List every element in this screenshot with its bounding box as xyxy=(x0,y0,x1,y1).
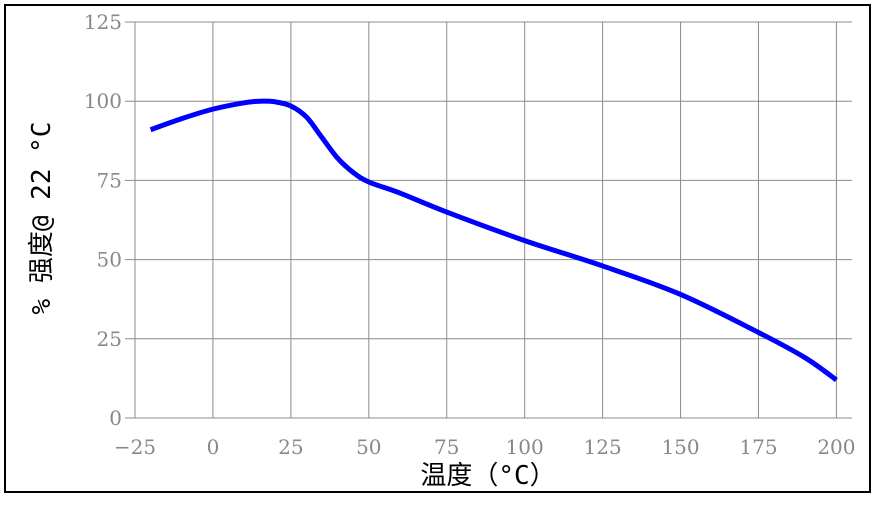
x-tick-label: 150 xyxy=(661,435,699,459)
series-line xyxy=(149,98,838,383)
series-layer xyxy=(149,98,838,383)
y-tick-label: 75 xyxy=(97,168,122,192)
x-tick-label: 0 xyxy=(207,435,220,459)
y-axis-title: % 强度@ 22 °C xyxy=(27,122,57,315)
x-axis-title: 温度（°C） xyxy=(420,461,555,491)
grid xyxy=(125,21,852,419)
x-tick-label: 25 xyxy=(278,435,303,459)
x-tick-label: 50 xyxy=(356,435,381,459)
x-tick-label: 75 xyxy=(434,435,459,459)
y-tick-label: 100 xyxy=(84,89,122,113)
x-tick-label: 125 xyxy=(584,435,622,459)
y-tick-label: 0 xyxy=(109,406,122,430)
tick-labels: −25 0 25 50 75 100 125 150 175 200 0 25 50 75 100 125 xyxy=(84,10,856,459)
x-tick-label: 100 xyxy=(506,435,544,459)
y-tick-label: 25 xyxy=(97,327,122,351)
x-tick-label: −25 xyxy=(114,435,156,459)
y-tick-label: 50 xyxy=(97,248,122,272)
x-tick-label: 175 xyxy=(739,435,777,459)
y-tick-label: 125 xyxy=(84,10,122,34)
chart-frame xyxy=(4,4,871,493)
x-tick-label: 200 xyxy=(817,435,855,459)
